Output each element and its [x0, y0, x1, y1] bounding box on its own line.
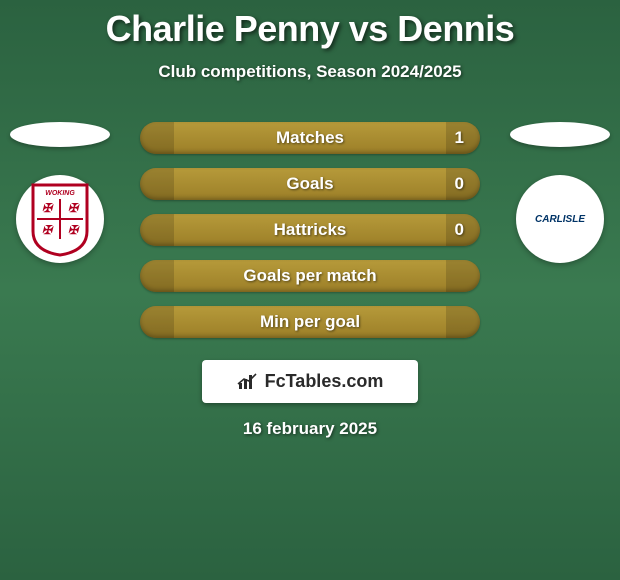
stat-bar: Min per goal: [140, 306, 480, 338]
site-logo-box: FcTables.com: [202, 360, 418, 403]
stat-bar-left-overlay: [140, 214, 174, 246]
stat-bar: Goals 0: [140, 168, 480, 200]
stat-bar-right-value: 0: [455, 174, 464, 194]
stats-bars: Matches 1 Goals 0 Hattricks 0 Goals per match M…: [140, 122, 480, 338]
stat-bar-left-overlay: [140, 168, 174, 200]
right-player-avatar-placeholder: [510, 122, 610, 147]
left-player-column: WOKING ✠ ✠ ✠ ✠: [10, 122, 110, 263]
woking-shield-icon: WOKING ✠ ✠ ✠ ✠: [29, 181, 91, 257]
page-title: Charlie Penny vs Dennis: [0, 0, 620, 50]
stat-bar-label: Min per goal: [260, 312, 360, 332]
right-club-badge: Carlisle: [516, 175, 604, 263]
left-club-badge: WOKING ✠ ✠ ✠ ✠: [16, 175, 104, 263]
right-player-column: Carlisle: [510, 122, 610, 263]
stat-bar: Hattricks 0: [140, 214, 480, 246]
site-logo-text: FcTables.com: [265, 371, 384, 392]
stat-bar-label: Goals per match: [243, 266, 376, 286]
stat-bar-right-overlay: [446, 260, 480, 292]
stat-bar-right-value: 1: [455, 128, 464, 148]
comparison-date: 16 february 2025: [0, 419, 620, 439]
stat-bar-left-overlay: [140, 306, 174, 338]
stat-bar-label: Hattricks: [274, 220, 347, 240]
carlisle-wordmark: Carlisle: [535, 214, 585, 225]
page-subtitle: Club competitions, Season 2024/2025: [0, 62, 620, 82]
left-player-avatar-placeholder: [10, 122, 110, 147]
stat-bar: Goals per match: [140, 260, 480, 292]
stat-bar-right-value: 0: [455, 220, 464, 240]
comparison-content: WOKING ✠ ✠ ✠ ✠ Carlisle Matches1Goals0Ha…: [0, 122, 620, 439]
stat-bar-right-overlay: [446, 306, 480, 338]
stat-bar-label: Matches: [276, 128, 344, 148]
stat-bar-label: Goals: [286, 174, 333, 194]
stat-bar: Matches 1: [140, 122, 480, 154]
stat-bar-left-overlay: [140, 122, 174, 154]
svg-text:WOKING: WOKING: [45, 190, 75, 197]
fctables-chart-icon: [237, 373, 259, 391]
stat-bar-left-overlay: [140, 260, 174, 292]
